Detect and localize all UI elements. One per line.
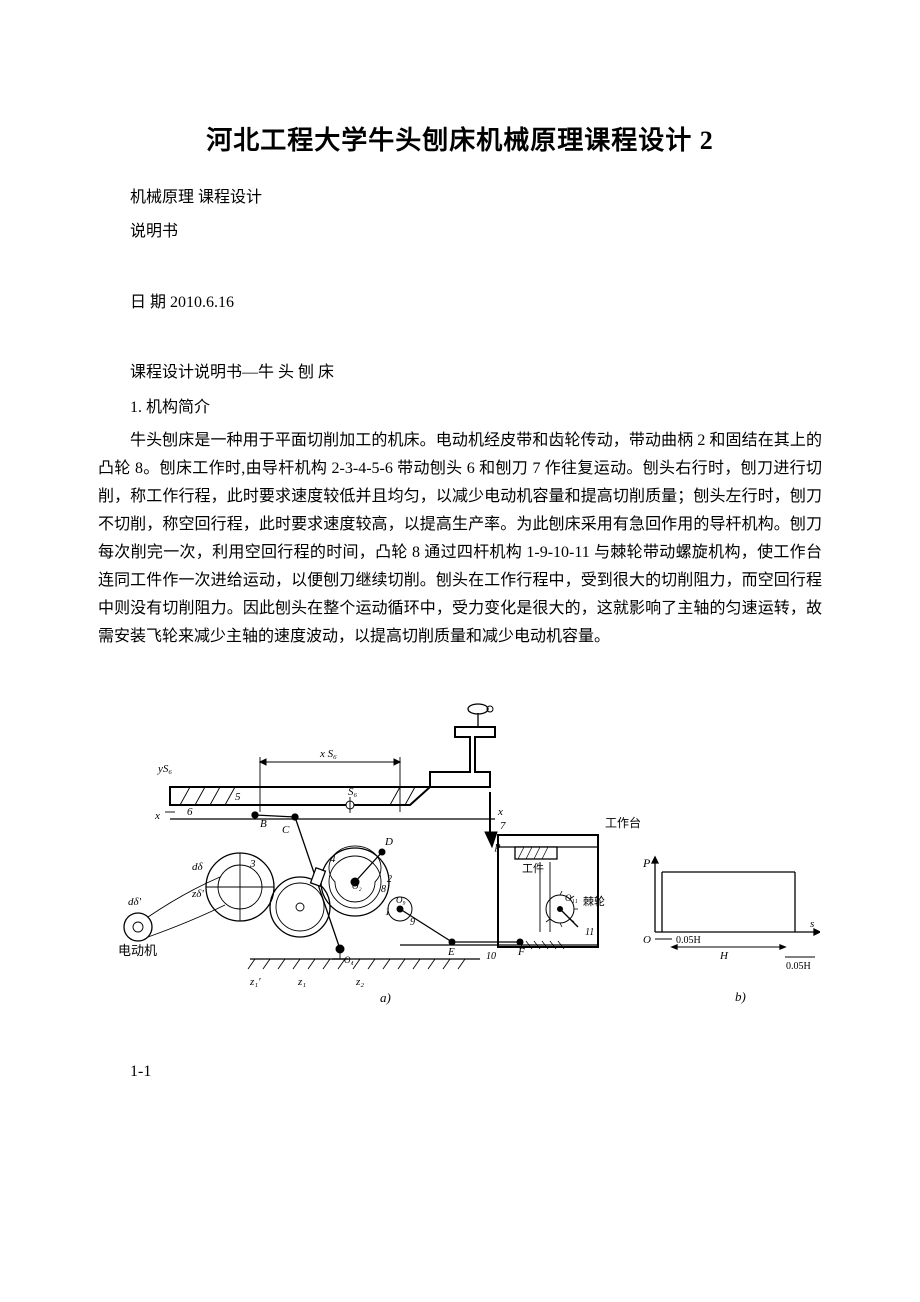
label-H: H bbox=[719, 950, 729, 962]
label-O: O bbox=[643, 934, 651, 946]
label-O11: O₁₁ bbox=[565, 893, 578, 903]
label-Pp: p bbox=[494, 840, 501, 852]
label-a: a) bbox=[380, 990, 391, 1005]
label-z2: z₂ bbox=[355, 976, 364, 988]
label-xs6: x S₆ bbox=[319, 748, 337, 760]
figure-caption: 1-1 bbox=[98, 1063, 822, 1081]
label-ys6: yS₆ bbox=[157, 763, 172, 775]
doc-label: 课程设计说明书—牛 头 刨 床 bbox=[98, 358, 822, 388]
label-P: P bbox=[642, 856, 651, 870]
label-So: S₆ bbox=[348, 786, 358, 798]
label-n1: 1 bbox=[385, 907, 390, 918]
label-worktable: 工作台 bbox=[605, 815, 641, 830]
label-n4: 4 bbox=[330, 853, 336, 865]
label-H005a: 0.05H bbox=[676, 935, 701, 946]
label-n6: 6 bbox=[187, 806, 193, 818]
label-H005b: 0.05H bbox=[786, 961, 811, 972]
label-C: C bbox=[282, 824, 290, 836]
page-title: 河北工程大学牛头刨床机械原理课程设计 2 bbox=[98, 120, 822, 157]
label-B: B bbox=[260, 818, 267, 830]
date-line: 日 期 2010.6.16 bbox=[98, 288, 822, 318]
label-n8: 8 bbox=[381, 884, 386, 895]
label-O9: O₉ bbox=[396, 895, 406, 905]
label-F: F bbox=[517, 946, 525, 958]
label-s: s bbox=[810, 918, 814, 930]
label-D: D bbox=[384, 836, 393, 848]
label-n7: 7 bbox=[500, 820, 506, 832]
label-zo: zδ' bbox=[191, 888, 204, 900]
label-n5: 5 bbox=[235, 791, 241, 803]
label-n2: 2 bbox=[387, 874, 392, 885]
label-motor: 电动机 bbox=[118, 943, 157, 958]
mechanism-figure: 电动机 6 5 B C S₆ D 7 工作台 工件 棘轮 x S₆ yS₆ x … bbox=[100, 687, 820, 1007]
label-E: E bbox=[447, 946, 455, 958]
label-b: b) bbox=[735, 989, 746, 1004]
label-x-right: x bbox=[497, 806, 503, 818]
subtitle-manual: 说明书 bbox=[98, 217, 822, 247]
label-n3: 3 bbox=[249, 858, 256, 870]
subtitle-course: 机械原理 课程设计 bbox=[98, 183, 822, 213]
mechanism-svg: 电动机 6 5 B C S₆ D 7 工作台 工件 棘轮 x S₆ yS₆ x … bbox=[100, 687, 820, 1007]
label-ratchet: 棘轮 bbox=[583, 894, 605, 908]
body-paragraph: 牛头刨床是一种用于平面切削加工的机床。电动机经皮带和齿轮传动，带动曲柄 2 和固… bbox=[98, 427, 822, 651]
label-z1: z₁ bbox=[297, 976, 306, 988]
label-do: dδ bbox=[192, 861, 204, 873]
label-workpiece: 工件 bbox=[522, 862, 544, 875]
label-z1a: z₁' bbox=[249, 976, 261, 988]
label-O2: O₂ bbox=[352, 881, 362, 891]
label-O4: O₄ bbox=[344, 955, 354, 965]
label-n11: 11 bbox=[585, 927, 594, 938]
label-n10: 10 bbox=[486, 951, 496, 962]
label-n9: 9 bbox=[410, 917, 415, 928]
label-x-left: x bbox=[154, 810, 160, 822]
section-heading: 1. 机构简介 bbox=[98, 393, 822, 423]
figure-container: 电动机 6 5 B C S₆ D 7 工作台 工件 棘轮 x S₆ yS₆ x … bbox=[98, 687, 822, 1007]
label-doo: dδ' bbox=[128, 896, 142, 908]
